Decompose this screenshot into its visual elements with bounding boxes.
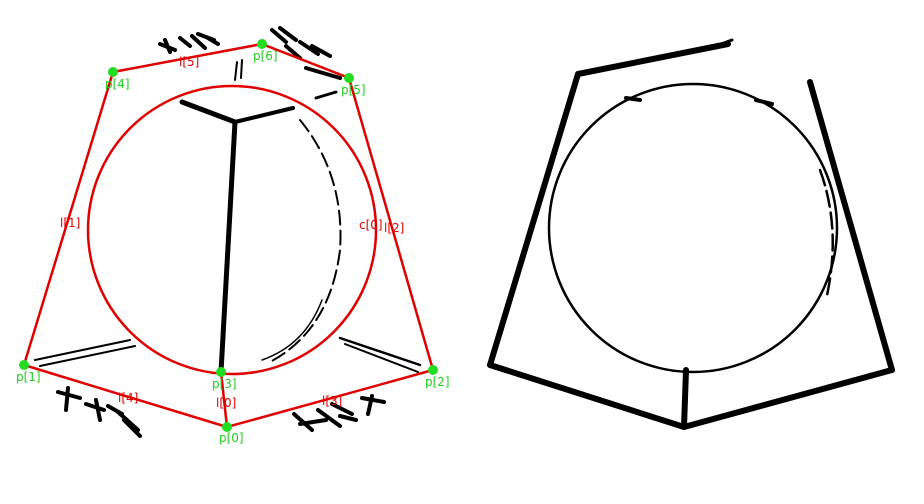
- right-edge-top-tick: [714, 38, 734, 48]
- line-label-l5: l[5]: [179, 55, 199, 69]
- point-p1: [19, 360, 29, 370]
- point-label-p5: p[5]: [341, 83, 366, 97]
- right-circle-tick-b: [754, 98, 774, 106]
- point-p3: [216, 367, 226, 377]
- line-label-l1: l[1]: [60, 216, 80, 230]
- right-reconstruction: [487, 38, 895, 430]
- point-label-p2: p[2]: [425, 375, 450, 389]
- line-label-l4: l[4]: [118, 391, 138, 405]
- point-label-p1: p[1]: [16, 370, 41, 384]
- right-circle: [547, 82, 839, 374]
- point-label-p0: p[0]: [219, 431, 244, 445]
- right-edge-inner-vertical: [681, 367, 689, 430]
- point-p0: [222, 422, 232, 432]
- line-label-l0: l[0]: [216, 396, 236, 410]
- point-p6: [257, 39, 267, 49]
- line-label-l2: l[2]: [384, 221, 404, 235]
- point-label-p4: p[4]: [105, 77, 130, 91]
- point-p2: [428, 365, 438, 375]
- point-p5: [344, 73, 354, 83]
- right-edge-right: [807, 79, 895, 373]
- line-l0: [219, 371, 229, 428]
- circle-label-c0: c[0]: [359, 218, 383, 232]
- right-circle-shading: [818, 168, 834, 302]
- right-circle-tick-a: [624, 96, 642, 102]
- point-label-p3: p[3]: [212, 377, 237, 391]
- point-label-p6: p[6]: [253, 49, 278, 63]
- annotation-overlay: l[0] l[1] l[2] l[3] l[4] l[5] c[0] p[0] …: [16, 39, 450, 445]
- circle-c0: [86, 84, 378, 376]
- right-edge-bottom-left: [487, 362, 687, 430]
- line-label-l3: l[3]: [322, 394, 342, 408]
- right-edge-top: [575, 41, 731, 77]
- point-p4: [108, 67, 118, 77]
- right-edge-left: [487, 71, 581, 368]
- left-sketch: [34, 26, 422, 438]
- right-edge-bottom-right: [681, 367, 895, 430]
